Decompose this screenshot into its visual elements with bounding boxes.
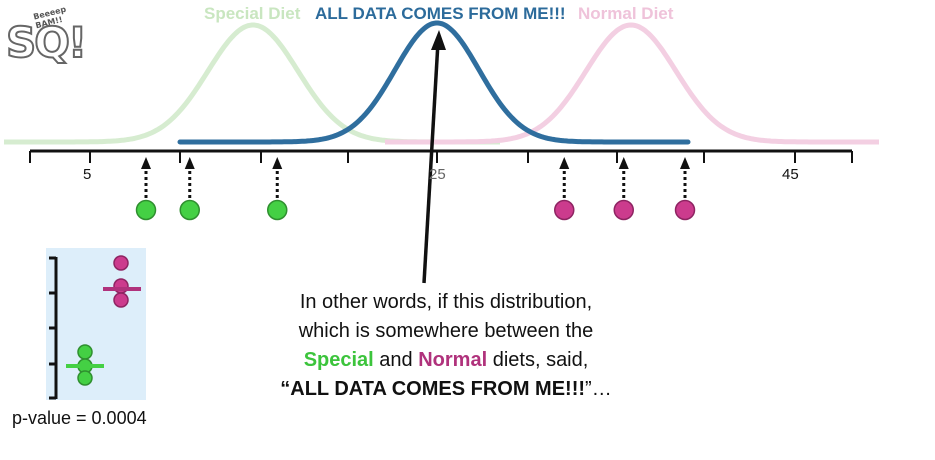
inset-magenta-point xyxy=(113,255,129,271)
statquest-logo: Beeeep BAM!! SQ! xyxy=(5,5,88,76)
inset-magenta-point xyxy=(113,292,129,308)
inset-plot xyxy=(46,248,146,400)
arrow-up-icon xyxy=(141,157,151,169)
pointer-arrow-shaft xyxy=(422,41,440,284)
caption-diets-said: diets, said, xyxy=(492,349,589,371)
caption-line-2: which is somewhere between the xyxy=(298,320,594,342)
caption-line-4: “ALL DATA COMES FROM ME!!!”… xyxy=(236,375,656,404)
legend-special-diet: Special Diet xyxy=(204,4,301,23)
caption-text: In other words, if this distribution, wh… xyxy=(236,288,656,404)
tick-marks xyxy=(29,151,853,163)
legend-normal-diet: Normal Diet xyxy=(578,4,674,23)
caption-special: Special xyxy=(303,349,374,371)
normal-diet-curve xyxy=(385,22,879,145)
arrow-up-icon xyxy=(272,157,283,169)
data-points xyxy=(135,157,696,221)
arrow-up-icon xyxy=(618,157,629,169)
logo-big-text: SQ! xyxy=(5,17,88,68)
caption-line-1: In other words, if this distribution, xyxy=(299,291,593,313)
all-data-curve xyxy=(177,20,691,145)
normal-diet-point xyxy=(554,199,575,221)
caption-quote-close: ”… xyxy=(585,378,612,400)
special-diet-point xyxy=(179,199,200,221)
caption-and: and xyxy=(379,349,413,371)
tick-label-5: 5 xyxy=(83,166,92,183)
inset-green-point xyxy=(77,344,93,360)
tick-label-25: 25 xyxy=(429,166,446,183)
normal-diet-point xyxy=(674,199,696,221)
caption-quote-open: “ xyxy=(280,378,291,400)
arrow-up-icon xyxy=(431,30,446,50)
p-value-label: p-value = 0.0004 xyxy=(12,408,147,428)
special-diet-point xyxy=(135,199,157,221)
normal-diet-point xyxy=(613,199,634,221)
inset-green-point xyxy=(77,370,93,386)
inset-background xyxy=(46,248,146,400)
arrow-up-icon xyxy=(559,157,570,169)
arrow-up-icon xyxy=(184,157,195,169)
special-diet-point xyxy=(267,199,288,221)
caption-quote: ALL DATA COMES FROM ME!!! xyxy=(290,378,586,400)
tick-label-45: 45 xyxy=(782,166,799,183)
caption-normal: Normal xyxy=(418,349,488,371)
caption-line-3: Special and Normal diets, said, xyxy=(236,346,656,375)
arrow-up-icon xyxy=(680,157,690,169)
legend-all-data: ALL DATA COMES FROM ME!!! xyxy=(315,4,566,23)
